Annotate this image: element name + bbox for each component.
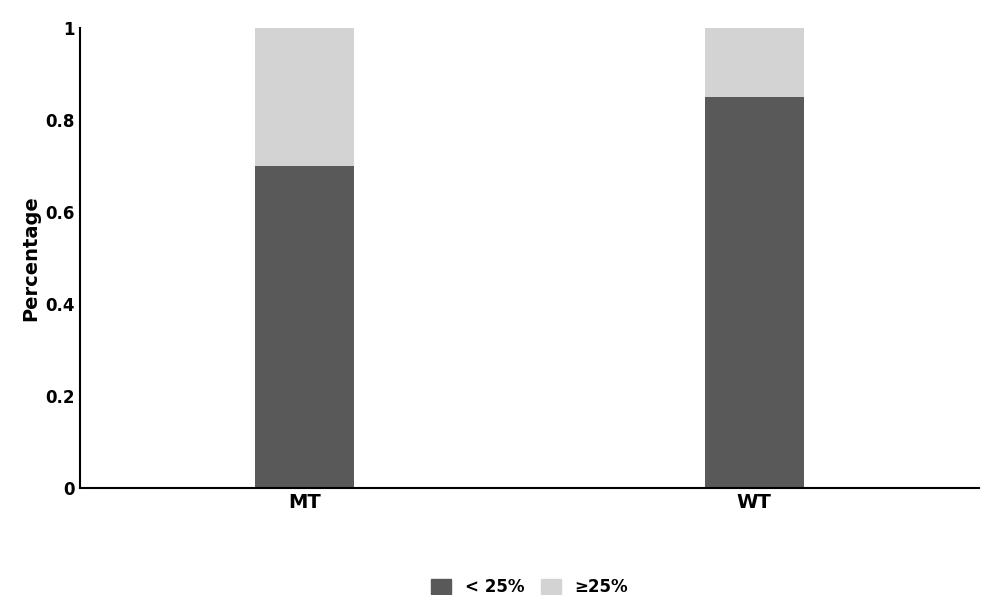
Y-axis label: Percentage: Percentage (21, 195, 40, 321)
Bar (705, 97, 804, 488)
Bar (255, 166, 354, 488)
Bar (255, 28, 354, 166)
Bar (705, 28, 804, 97)
Legend: < 25%, ≥25%: < 25%, ≥25% (423, 570, 636, 595)
